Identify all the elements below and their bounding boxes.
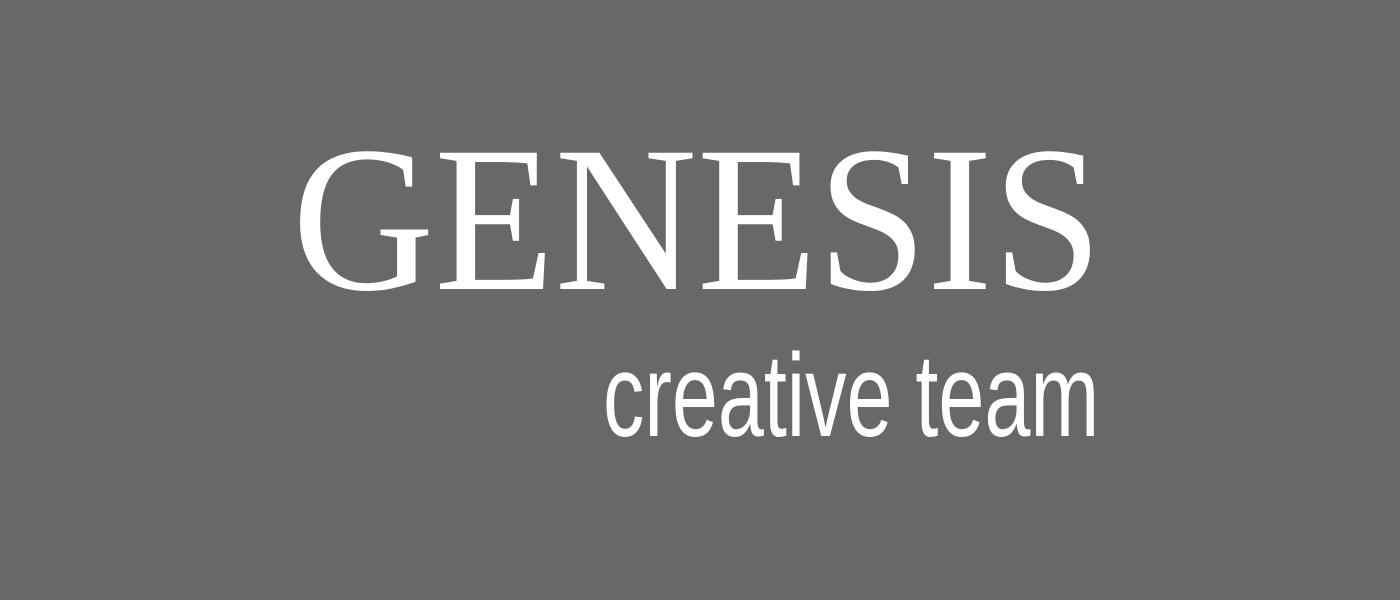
tagline: creative team <box>603 330 1100 462</box>
brand-name: GENESIS <box>292 104 1103 334</box>
